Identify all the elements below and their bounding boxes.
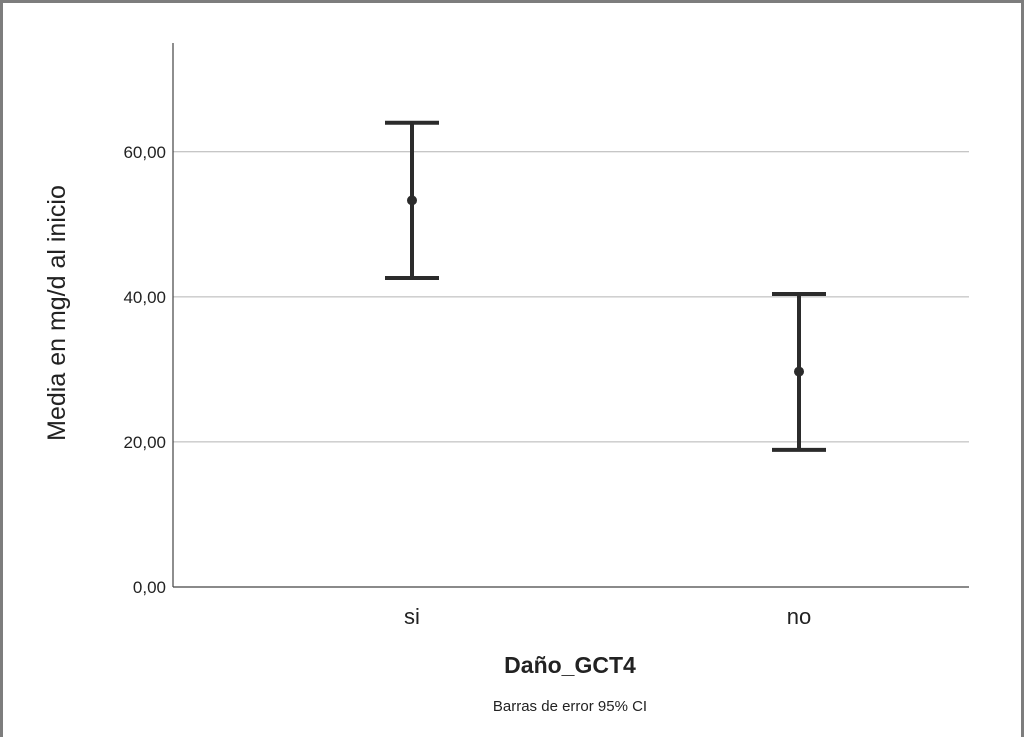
gridlines (173, 151, 969, 588)
y-axis-label: Media en mg/d al inicio (43, 185, 71, 441)
error-bar-chart: 0,00 20,00 40,00 60,00 si no Media en mg/d a… (43, 43, 969, 715)
y-tick-label: 60,00 (123, 143, 166, 162)
error-bar-footnote: Barras de error 95% CI (493, 698, 647, 715)
y-tick-labels: 0,00 20,00 40,00 60,00 (123, 143, 166, 597)
x-tick-labels: si no (404, 604, 811, 629)
y-tick-label: 20,00 (123, 433, 166, 452)
error-bar-si (385, 120, 439, 281)
mean-point (407, 195, 417, 206)
y-tick-label: 0,00 (133, 578, 166, 597)
x-tick-label: si (404, 604, 420, 629)
error-bar-no (772, 291, 826, 452)
y-tick-label: 40,00 (123, 288, 166, 307)
x-axis-label: Daño_GCT4 (504, 652, 636, 678)
x-tick-label: no (787, 604, 811, 629)
mean-point (794, 366, 804, 377)
error-bars (385, 120, 826, 452)
